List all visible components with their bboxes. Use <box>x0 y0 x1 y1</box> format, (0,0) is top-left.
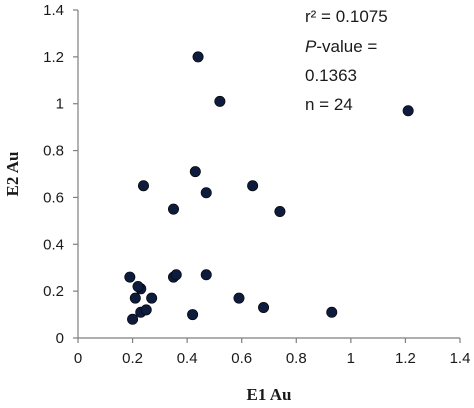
data-point <box>170 269 182 281</box>
data-point <box>258 302 270 314</box>
data-point <box>274 205 286 217</box>
data-points <box>124 51 414 325</box>
data-point <box>140 304 152 316</box>
y-tick-label: 0.4 <box>43 236 64 253</box>
sample-size-label: n = 24 <box>305 95 353 114</box>
data-point <box>187 309 199 321</box>
p-symbol: P <box>305 37 317 56</box>
y-tick-label: 0.6 <box>43 189 64 206</box>
x-axis-ticks: 0 0.2 0.4 0.6 0.8 1 1.2 1.4 <box>74 338 471 367</box>
x-tick-label: 0.6 <box>231 350 252 367</box>
r-squared-label: r² = 0.1075 <box>305 7 388 26</box>
data-point <box>247 180 259 192</box>
p-value-suffix: -value = <box>316 37 377 56</box>
p-value-label: P-value = <box>305 37 377 56</box>
data-point <box>146 292 158 304</box>
data-point <box>233 292 245 304</box>
data-point <box>189 166 201 178</box>
data-point <box>214 95 226 107</box>
y-tick-label: 0 <box>56 330 64 347</box>
x-tick-label: 1 <box>347 350 355 367</box>
x-axis-title: E1 Au <box>247 385 292 404</box>
x-tick-label: 0 <box>74 350 82 367</box>
data-point <box>132 280 144 292</box>
x-tick-label: 0.2 <box>122 350 143 367</box>
stats-annotation: r² = 0.1075 P-value = 0.1363 n = 24 <box>305 7 388 114</box>
y-axis-ticks: 0 0.2 0.4 0.6 0.8 1 1.2 1.4 <box>43 2 78 347</box>
data-point <box>200 187 212 199</box>
data-point <box>124 271 136 283</box>
p-value-number: 0.1363 <box>305 66 357 85</box>
data-point <box>129 292 141 304</box>
data-point <box>137 180 149 192</box>
y-tick-label: 1.2 <box>43 49 64 66</box>
x-tick-label: 0.8 <box>286 350 307 367</box>
x-tick-label: 1.2 <box>395 350 416 367</box>
data-point <box>192 51 204 63</box>
x-tick-label: 0.4 <box>177 350 198 367</box>
y-tick-label: 0.2 <box>43 283 64 300</box>
data-point <box>200 269 212 281</box>
x-tick-label: 1.4 <box>450 350 471 367</box>
y-tick-label: 1.4 <box>43 2 64 19</box>
data-point <box>402 105 414 117</box>
y-axis-title: E2 Au <box>3 152 22 197</box>
y-tick-label: 0.8 <box>43 143 64 160</box>
data-point <box>127 313 139 325</box>
data-point <box>326 306 338 318</box>
data-point <box>168 203 180 215</box>
y-tick-label: 1 <box>56 96 64 113</box>
